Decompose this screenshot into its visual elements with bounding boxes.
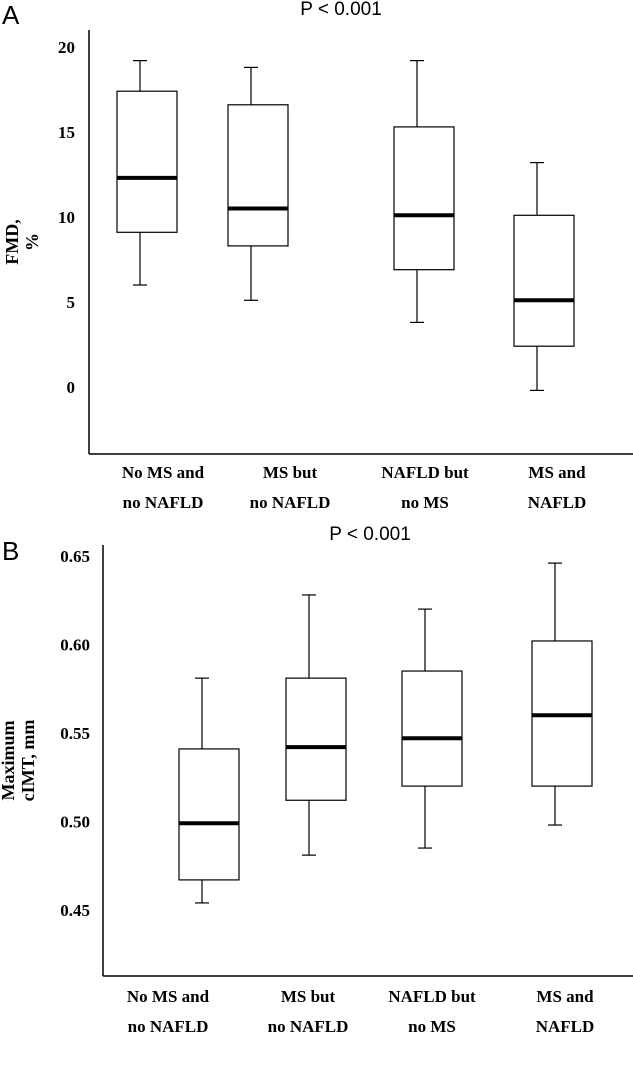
y-axis-label: MaximumcIMT, mm: [0, 720, 38, 802]
box-plot: [178, 677, 240, 904]
iqr-box: [393, 126, 455, 271]
panel-letter: B: [2, 536, 19, 566]
category-label: MS and: [536, 987, 594, 1006]
iqr-box: [513, 214, 575, 347]
category-label: MS and: [528, 463, 586, 482]
category-label: No MS and: [127, 987, 210, 1006]
category-label: MS but: [281, 987, 336, 1006]
iqr-box: [178, 748, 240, 881]
y-tick-label: 0.45: [60, 901, 90, 920]
y-axis-label-line: Maximum: [0, 721, 18, 801]
box-plot: [285, 594, 347, 856]
box-plot: [401, 608, 463, 849]
y-tick-label: 5: [67, 293, 76, 312]
category-label: no MS: [408, 1017, 456, 1036]
category-label: no NAFLD: [268, 1017, 349, 1036]
p-value-annotation: P < 0.001: [329, 524, 411, 545]
box-plot: [531, 562, 593, 826]
box-plot: [227, 66, 289, 301]
y-tick-label: 0: [67, 378, 76, 397]
p-value-annotation: P < 0.001: [300, 0, 382, 20]
y-axis-label-line: FMD,: [2, 219, 22, 264]
category-label: no NAFLD: [128, 1017, 209, 1036]
category-label: no MS: [401, 493, 449, 512]
category-label: NAFLD: [536, 1017, 595, 1036]
y-tick-label: 15: [58, 123, 75, 142]
category-label: No MS and: [122, 463, 205, 482]
iqr-box: [285, 677, 347, 801]
y-tick-label: 0.65: [60, 547, 90, 566]
iqr-box: [401, 670, 463, 787]
y-axis-label-line: cIMT, mm: [18, 720, 38, 802]
panel-b: B P < 0.001 0.45 0.50 0.55 0.60 0.65 MaximumcIM…: [0, 524, 633, 1036]
category-label: MS but: [263, 463, 318, 482]
iqr-box: [227, 104, 289, 247]
y-axis-label-line: %: [22, 233, 42, 251]
box-plot: [393, 59, 455, 323]
y-axis-label: FMD,%: [2, 219, 42, 264]
category-label: NAFLD but: [381, 463, 469, 482]
y-tick-label: 10: [58, 208, 75, 227]
category-label: no NAFLD: [250, 493, 331, 512]
box-plot: [116, 59, 178, 286]
iqr-box: [116, 90, 178, 233]
category-label: NAFLD: [528, 493, 587, 512]
panel-letter: A: [2, 0, 20, 30]
y-tick-label: 20: [58, 38, 75, 57]
panel-a: A P < 0.001 0 5 10 15 20 FMD,% No MS and no NAFLD…: [2, 0, 633, 512]
category-label: NAFLD but: [388, 987, 476, 1006]
category-label: no NAFLD: [123, 493, 204, 512]
box-plot: [513, 162, 575, 391]
y-tick-label: 0.60: [60, 636, 90, 655]
y-tick-label: 0.50: [60, 813, 90, 832]
y-tick-label: 0.55: [60, 724, 90, 743]
